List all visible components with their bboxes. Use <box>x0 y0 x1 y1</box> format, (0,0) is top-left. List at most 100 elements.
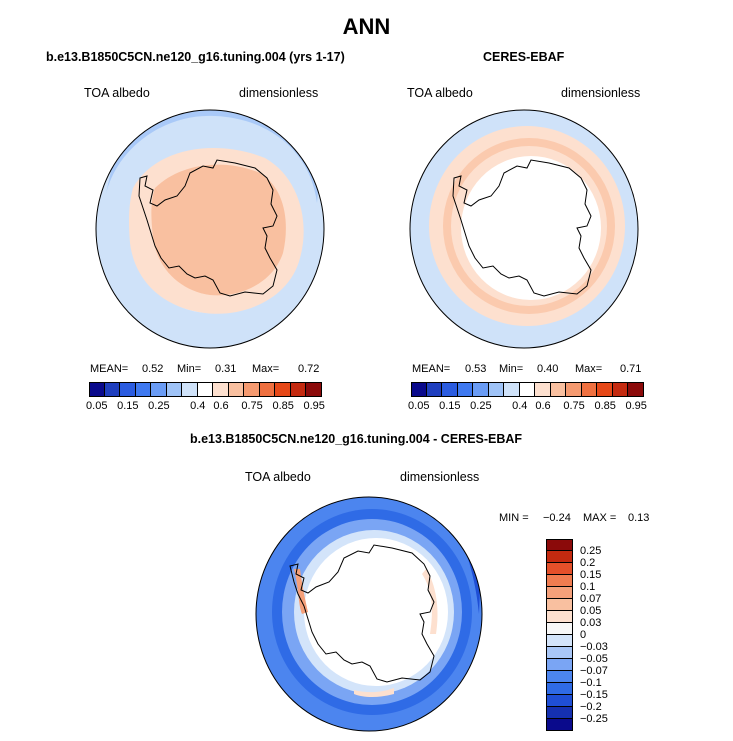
panel1-max-label: Max= <box>252 363 280 375</box>
panel2-max-value: 0.71 <box>620 363 642 375</box>
panel3-title: b.e13.B1850C5CN.ne120_g16.tuning.004 - C… <box>190 432 523 446</box>
colorbar-swatch <box>546 623 573 635</box>
colorbar-swatch <box>135 382 152 397</box>
colorbar-swatch <box>197 382 214 397</box>
panel3-max-label: MAX = <box>583 512 617 524</box>
colorbar-tick-label: −0.2 <box>580 701 602 713</box>
colorbar-swatch <box>182 382 198 397</box>
colorbar-swatch <box>442 382 458 397</box>
colorbar-swatch <box>546 647 573 659</box>
colorbar-tick-label: 0.25 <box>470 400 492 412</box>
colorbar-swatch <box>546 563 573 575</box>
colorbar-tick-label: −0.1 <box>580 677 602 689</box>
colorbar-swatch <box>546 659 573 671</box>
colorbar-swatch <box>151 382 167 397</box>
colorbar-tick-label: 0.75 <box>563 400 585 412</box>
colorbar-tick-label: 0.85 <box>594 400 616 412</box>
panel1-colorbar <box>89 382 322 397</box>
panel2-variable-label: TOA albedo <box>407 86 473 100</box>
colorbar-swatch <box>546 707 573 719</box>
colorbar-tick-label: 0.95 <box>303 400 325 412</box>
panel3-min-value: −0.24 <box>543 512 571 524</box>
panel3-variable-label: TOA albedo <box>245 470 311 484</box>
panel1-title: b.e13.B1850C5CN.ne120_g16.tuning.004 (yr… <box>46 50 345 64</box>
colorbar-swatch <box>426 382 443 397</box>
panel3-units-label: dimensionless <box>400 470 480 484</box>
colorbar-tick-label: 0.05 <box>580 605 602 617</box>
panel1-mean-value: 0.52 <box>142 363 164 375</box>
colorbar-swatch <box>228 382 245 397</box>
colorbar-tick-label: 0.2 <box>580 557 596 569</box>
colorbar-tick-label: 0.05 <box>408 400 430 412</box>
colorbar-tick-label: 0.1 <box>580 581 596 593</box>
colorbar-swatch <box>581 382 598 397</box>
colorbar-swatch <box>566 382 582 397</box>
colorbar-tick-label: 0.6 <box>213 400 229 412</box>
panel3-colorbar <box>546 539 573 731</box>
colorbar-swatch <box>411 382 427 397</box>
panel1-polar-map <box>95 109 325 349</box>
panel1-mean-label: MEAN= <box>90 363 129 375</box>
colorbar-swatch <box>89 382 105 397</box>
colorbar-swatch <box>457 382 474 397</box>
colorbar-swatch <box>546 539 573 551</box>
colorbar-tick-label: 0.07 <box>580 593 602 605</box>
colorbar-tick-label: 0.03 <box>580 617 602 629</box>
colorbar-tick-label: 0.25 <box>148 400 170 412</box>
panel3-min-label: MIN = <box>499 512 529 524</box>
panel2-colorbar <box>411 382 644 397</box>
panel2-antarctica-coastline <box>452 159 592 297</box>
colorbar-swatch <box>166 382 183 397</box>
panel2-units-label: dimensionless <box>561 86 641 100</box>
colorbar-swatch <box>504 382 520 397</box>
colorbar-swatch <box>612 382 629 397</box>
colorbar-tick-label: 0 <box>580 629 587 641</box>
colorbar-swatch <box>244 382 260 397</box>
colorbar-tick-label: −0.03 <box>580 641 608 653</box>
colorbar-swatch <box>290 382 307 397</box>
panel1-max-value: 0.72 <box>298 363 320 375</box>
colorbar-tick-label: −0.15 <box>580 689 608 701</box>
colorbar-tick-label: 0.25 <box>580 545 602 557</box>
colorbar-swatch <box>120 382 136 397</box>
colorbar-tick-label: −0.07 <box>580 665 608 677</box>
panel3-colorbar-ticks: 0.25 0.2 0.15 0.1 0.07 0.05 0.03 0 −0.03 −0.05 −0.… <box>580 539 630 731</box>
colorbar-swatch <box>546 671 573 683</box>
panel1-variable-label: TOA albedo <box>84 86 150 100</box>
colorbar-swatch <box>597 382 613 397</box>
colorbar-swatch <box>488 382 505 397</box>
figure-title: ANN <box>342 14 391 39</box>
colorbar-swatch <box>628 382 644 397</box>
colorbar-swatch <box>104 382 121 397</box>
colorbar-tick-label: 0.75 <box>241 400 263 412</box>
panel1-antarctica-coastline <box>138 159 278 297</box>
panel2-min-label: Min= <box>499 363 524 375</box>
colorbar-tick-label: 0.15 <box>117 400 139 412</box>
colorbar-tick-label: 0.4 <box>190 400 206 412</box>
colorbar-tick-label: 0.15 <box>439 400 461 412</box>
panel1-units-label: dimensionless <box>239 86 319 100</box>
colorbar-tick-label: 0.85 <box>272 400 294 412</box>
colorbar-tick-label: 0.95 <box>625 400 647 412</box>
panel1-min-label: Min= <box>177 363 202 375</box>
panel2-mean-label: MEAN= <box>412 363 451 375</box>
colorbar-swatch <box>546 683 573 695</box>
panel2-mean-value: 0.53 <box>465 363 487 375</box>
colorbar-swatch <box>473 382 489 397</box>
colorbar-swatch <box>546 551 573 563</box>
panel2-colorbar-ticks: 0.05 0.15 0.25 0.4 0.6 0.75 0.85 0.95 <box>408 400 647 414</box>
panel2-max-label: Max= <box>575 363 603 375</box>
colorbar-swatch <box>306 382 322 397</box>
panel3-max-value: 0.13 <box>628 512 650 524</box>
colorbar-swatch <box>213 382 229 397</box>
colorbar-swatch <box>546 575 573 587</box>
colorbar-swatch <box>546 695 573 707</box>
colorbar-tick-label: −0.05 <box>580 653 608 665</box>
colorbar-swatch <box>275 382 291 397</box>
colorbar-swatch <box>546 599 573 611</box>
colorbar-swatch <box>550 382 567 397</box>
panel2-min-value: 0.40 <box>537 363 559 375</box>
colorbar-swatch <box>519 382 536 397</box>
panel2-title: CERES-EBAF <box>483 50 565 64</box>
panel3-antarctica-coastline <box>289 544 435 683</box>
